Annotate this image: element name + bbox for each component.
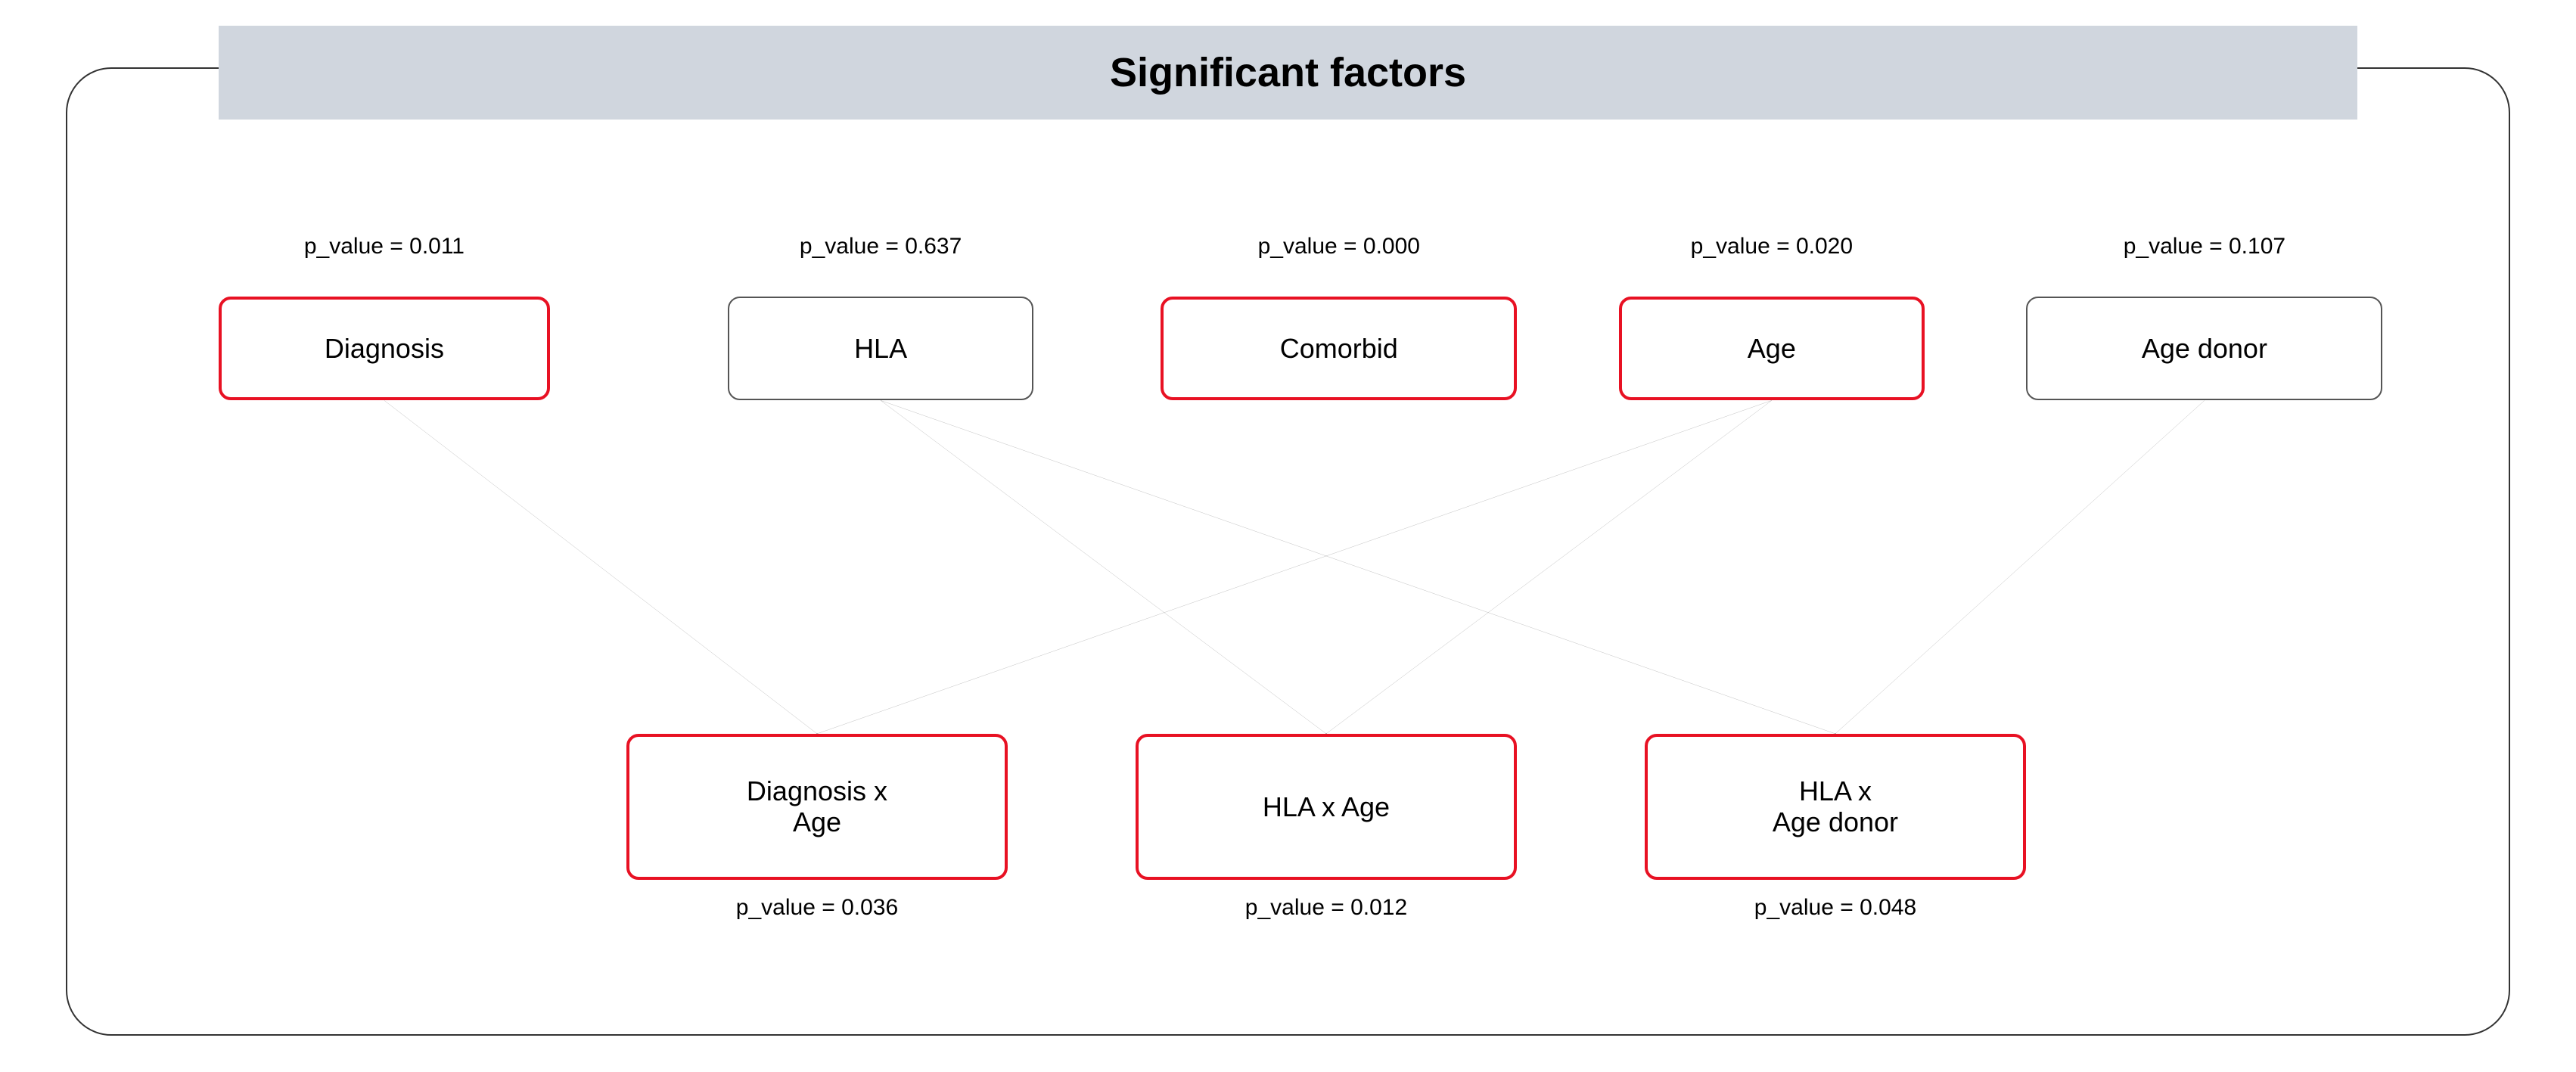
node-hla: HLA (728, 297, 1033, 401)
pvalue-diag_x_age: p_value = 0.036 (736, 895, 898, 921)
node-label: Comorbid (1280, 333, 1398, 364)
pvalue-diagnosis: p_value = 0.011 (304, 234, 465, 259)
node-age: Age (1619, 297, 1925, 401)
pvalue-age_donor: p_value = 0.107 (2124, 234, 2285, 259)
node-label: Diagnosis (325, 333, 444, 364)
node-hla_x_age: HLA x Age (1136, 734, 1518, 880)
pvalue-hla_x_age: p_value = 0.012 (1245, 895, 1407, 921)
edge-age-to-hla_x_age (1326, 400, 1772, 734)
node-label: Age (1748, 333, 1796, 364)
node-label: Diagnosis xAge (747, 775, 887, 838)
edge-age-to-diag_x_age (817, 400, 1772, 734)
node-diagnosis: Diagnosis (219, 297, 549, 401)
title-bar: Significant factors (219, 26, 2357, 120)
node-label: Age donor (2142, 333, 2267, 364)
edge-hla-to-hla_x_donor (881, 400, 1835, 734)
node-comorbid: Comorbid (1161, 297, 1517, 401)
edge-hla-to-hla_x_age (881, 400, 1326, 734)
diagram-container: Significant factors Diagnosis p_value = 0… (15, 15, 2561, 1057)
pvalue-hla_x_donor: p_value = 0.048 (1754, 895, 1916, 921)
node-label: HLA (854, 333, 907, 364)
node-label: HLA x Age (1263, 791, 1390, 822)
node-age_donor: Age donor (2026, 297, 2382, 401)
node-label: HLA xAge donor (1773, 775, 1898, 838)
pvalue-comorbid: p_value = 0.000 (1258, 234, 1420, 259)
edge-diagnosis-to-diag_x_age (384, 400, 817, 734)
node-diag_x_age: Diagnosis xAge (626, 734, 1008, 880)
pvalue-age: p_value = 0.020 (1691, 234, 1853, 259)
diagram-title: Significant factors (1110, 49, 1466, 96)
node-hla_x_donor: HLA xAge donor (1645, 734, 2027, 880)
pvalue-hla: p_value = 0.637 (800, 234, 962, 259)
edge-age_donor-to-hla_x_donor (1835, 400, 2205, 734)
